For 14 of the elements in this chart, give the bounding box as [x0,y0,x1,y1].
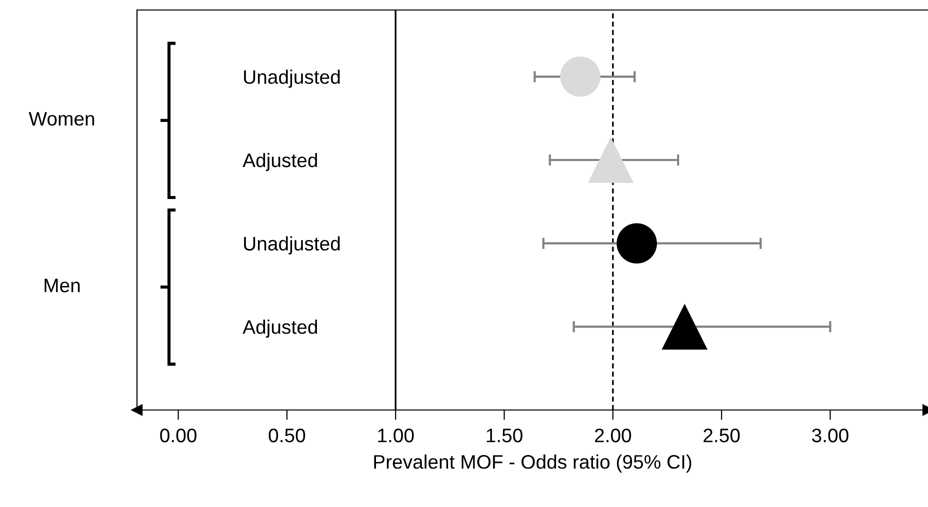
y-tick-label: Adjusted [242,152,317,172]
text: Men [44,278,80,292]
x-axis-title: Prevalent MOF - Odds ratio (95% CI) [374,454,692,473]
x-tick-label: 0.50 [268,428,306,442]
y-tick-label: Unadjusted [244,70,340,88]
x-tick-label: 3.00 [812,428,848,442]
y-tick-label: Adjusted [242,320,317,338]
x-tick-label: 2.50 [704,428,740,442]
y-tick-label: Unadjusted [244,236,340,254]
x-tick-label: 0.00 [160,428,196,442]
x-tick-label: 1.00 [378,428,414,442]
x-tick-label: 1.50 [486,428,522,442]
text: Women [28,112,94,126]
x-tick-label: 2.00 [594,428,632,442]
